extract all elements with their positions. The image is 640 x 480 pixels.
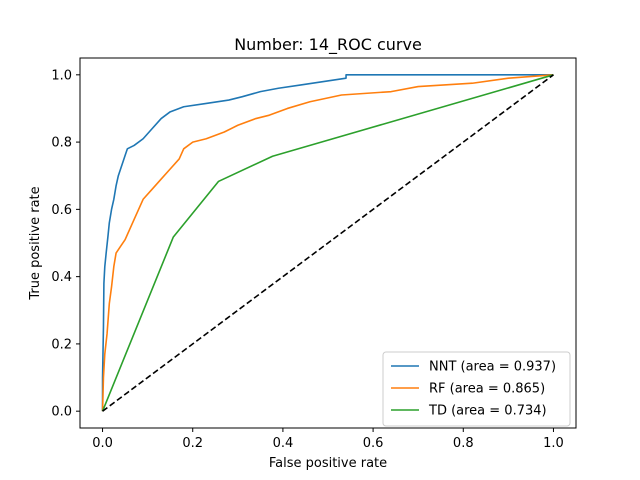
legend-label: NNT (area = 0.937)	[429, 360, 556, 375]
y-tick-label: 0.0	[51, 405, 72, 420]
x-tick-label: 0.4	[273, 436, 294, 451]
axes-frame	[79, 57, 577, 429]
x-axis-label: False positive rate	[269, 456, 387, 471]
series-line-2	[101, 74, 554, 412]
x-tick-label: 0.6	[363, 436, 384, 451]
chart-title: Number: 14_ROC curve	[234, 35, 422, 55]
legend-label: TD (area = 0.734)	[428, 404, 547, 419]
legend: NNT (area = 0.937) RF (area = 0.865) TD (a…	[382, 351, 571, 427]
series-line-0	[101, 74, 554, 412]
plot-area	[101, 74, 554, 412]
axes: 0.0 0.2 0.4 0.6 0.8 1.0 0.0 0.2 0.4 0.6 0.8 1.0	[51, 57, 577, 451]
legend-label: RF (area = 0.865)	[429, 382, 545, 397]
legend-box	[382, 351, 571, 427]
x-tick-label: 1.0	[543, 436, 564, 451]
x-tick-label: 0.8	[453, 436, 474, 451]
x-tick-label: 0.2	[182, 436, 203, 451]
x-tick-label: 0.0	[92, 436, 113, 451]
y-tick-label: 1.0	[51, 68, 72, 83]
y-tick-label: 0.6	[51, 203, 72, 218]
y-tick-label: 0.2	[51, 337, 72, 352]
series-line-1	[101, 74, 554, 412]
y-tick-label: 0.4	[51, 270, 72, 285]
y-axis-label: True positive rate	[28, 186, 43, 300]
chance-line	[102, 74, 554, 412]
y-tick-label: 0.8	[51, 136, 72, 151]
